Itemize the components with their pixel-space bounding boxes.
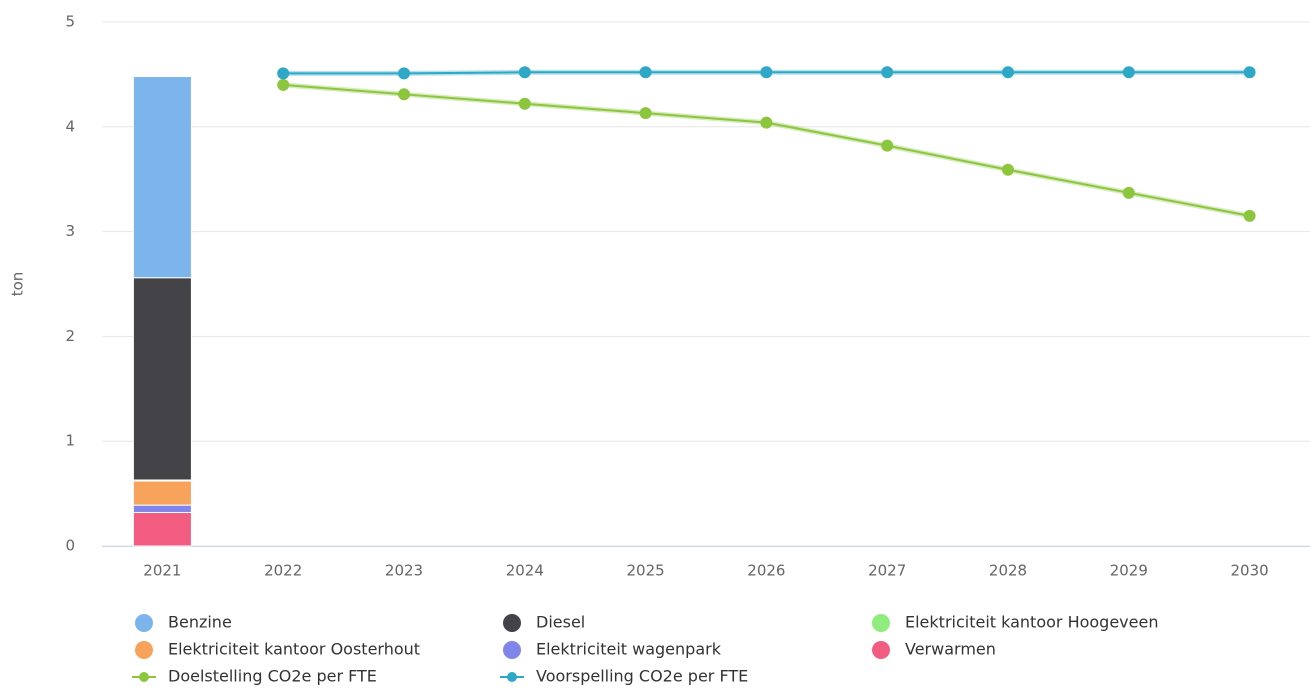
- line-point: [1122, 186, 1135, 199]
- bar-segment: [132, 75, 192, 279]
- y-tick-label: 2: [65, 327, 75, 345]
- line-halo: [283, 82, 1251, 219]
- line-point: [1243, 66, 1256, 79]
- line-point: [518, 66, 531, 79]
- y-tick-label: 5: [65, 13, 75, 31]
- x-tick-label: 2028: [989, 562, 1027, 580]
- line-point: [1243, 209, 1256, 222]
- line-point: [1122, 66, 1135, 79]
- line-point: [1002, 66, 1014, 79]
- legend-label: Elektriciteit kantoor Hoogeveen: [905, 613, 1158, 632]
- line-point: [639, 107, 652, 120]
- line-point: [760, 116, 773, 129]
- line: [283, 83, 1250, 217]
- bar-segment: [132, 277, 192, 481]
- y-tick-label: 1: [65, 432, 75, 450]
- legend-label: Diesel: [536, 613, 585, 632]
- y-tick-label: 4: [65, 117, 75, 135]
- x-tick-label: 2022: [264, 562, 302, 580]
- bar-segment: [132, 480, 192, 506]
- x-tick-label: 2030: [1231, 562, 1269, 580]
- legend-symbol: [503, 614, 521, 632]
- legend-label: Verwarmen: [905, 640, 996, 659]
- line-point: [398, 88, 410, 101]
- y-axis-label: ton: [9, 272, 27, 297]
- x-tick-label: 2026: [747, 562, 785, 580]
- line-point: [881, 139, 894, 152]
- x-tick-label: 2025: [627, 562, 665, 580]
- x-tick-label: 2023: [385, 562, 423, 580]
- x-tick-label: 2024: [506, 562, 544, 580]
- line-point: [760, 66, 773, 79]
- bar-segment: [132, 511, 192, 547]
- legend-symbol: [872, 641, 890, 659]
- legend-label: Doelstelling CO2e per FTE: [168, 667, 377, 686]
- y-tick-label: 0: [65, 537, 75, 555]
- legend-symbol: [139, 672, 149, 682]
- line-point: [639, 66, 652, 79]
- x-tick-label: 2029: [1110, 562, 1148, 580]
- bar-segment: [132, 504, 192, 513]
- legend-symbol: [135, 641, 153, 659]
- line-point: [398, 67, 410, 80]
- line-point: [1002, 163, 1014, 176]
- legend-label: Benzine: [168, 613, 232, 632]
- legend-label: Elektriciteit wagenpark: [536, 640, 722, 659]
- legend-symbol: [135, 614, 153, 632]
- legend-label: Voorspelling CO2e per FTE: [536, 667, 748, 686]
- line-point: [277, 78, 290, 91]
- y-tick-label: 3: [65, 222, 75, 240]
- legend-label: Elektriciteit kantoor Oosterhout: [168, 640, 420, 659]
- x-tick-label: 2021: [143, 562, 181, 580]
- line-point: [518, 97, 531, 110]
- x-tick-label: 2027: [868, 562, 906, 580]
- line-point: [277, 67, 290, 80]
- legend-symbol: [872, 614, 890, 632]
- legend-symbol: [503, 641, 521, 659]
- legend-symbol: [507, 672, 517, 682]
- line-point: [881, 66, 894, 79]
